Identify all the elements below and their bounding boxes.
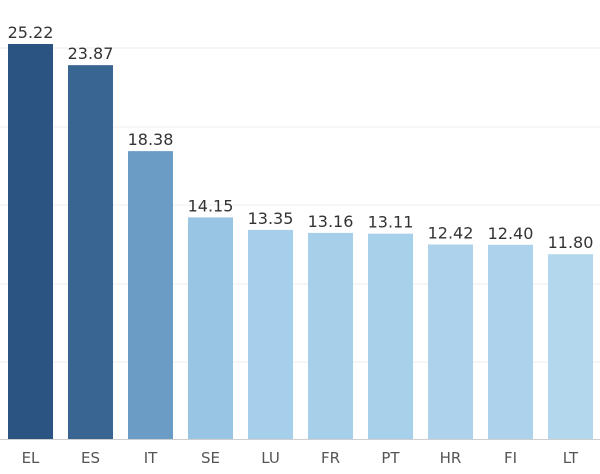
- value-label-se: 14.15: [188, 196, 234, 215]
- x-tick-label-el: EL: [22, 449, 40, 467]
- x-tick-label-it: IT: [144, 449, 158, 467]
- bar-se[interactable]: [188, 217, 233, 439]
- x-tick-label-lt: LT: [563, 449, 579, 467]
- x-tick-label-se: SE: [201, 449, 220, 467]
- bar-fr[interactable]: [308, 232, 353, 439]
- bar-el[interactable]: [8, 44, 53, 439]
- bar-lt[interactable]: [548, 254, 593, 439]
- bar-es[interactable]: [68, 65, 113, 440]
- x-tick-label-hr: HR: [440, 449, 462, 467]
- value-label-it: 18.38: [128, 130, 174, 149]
- value-label-lt: 11.80: [548, 233, 594, 252]
- bar-lu[interactable]: [248, 229, 293, 439]
- x-tick-label-es: ES: [81, 449, 100, 467]
- value-label-pt: 13.11: [368, 213, 414, 232]
- bar-pt[interactable]: [368, 233, 413, 439]
- value-label-fi: 12.40: [488, 224, 534, 243]
- x-tick-label-fr: FR: [321, 449, 340, 467]
- x-tick-label-pt: PT: [381, 449, 400, 467]
- x-tick-label-lu: LU: [261, 449, 280, 467]
- x-tick-label-fi: FI: [504, 449, 517, 467]
- value-label-lu: 13.35: [248, 209, 294, 228]
- bar-hr[interactable]: [428, 244, 473, 439]
- value-label-es: 23.87: [68, 44, 114, 63]
- value-label-el: 25.22: [8, 23, 54, 42]
- value-label-fr: 13.16: [308, 212, 354, 231]
- bar-fi[interactable]: [488, 244, 533, 439]
- value-label-hr: 12.42: [428, 223, 474, 242]
- bar-it[interactable]: [128, 151, 173, 439]
